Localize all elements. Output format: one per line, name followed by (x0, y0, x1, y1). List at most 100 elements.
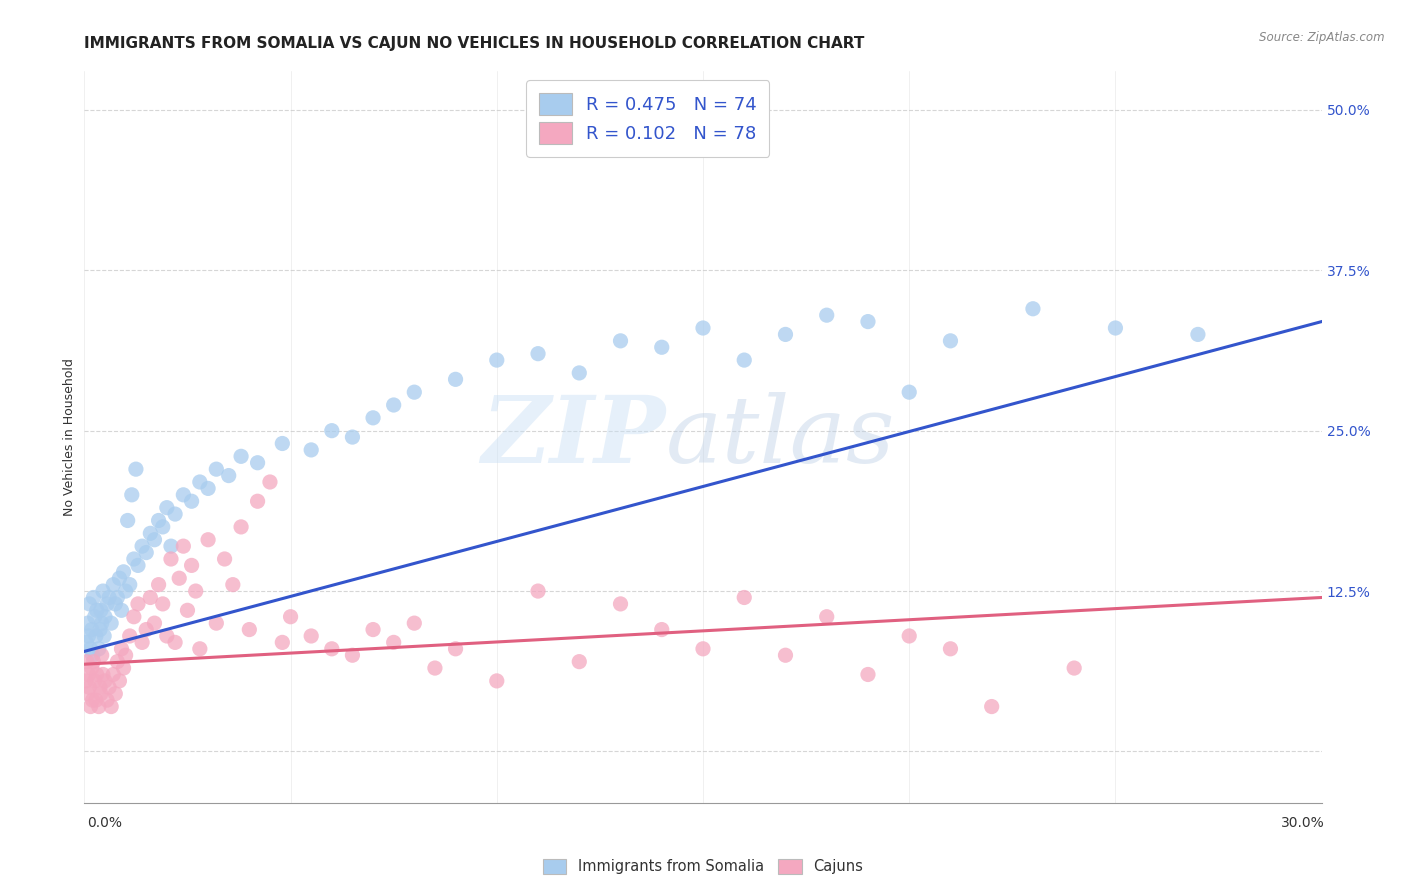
Point (404, 385, 426, 400)
Point (100, 616, 122, 631)
Point (143, 533, 166, 547)
Point (197, 482, 219, 496)
Point (856, 315, 879, 329)
Point (148, 514, 170, 528)
Text: 30.0%: 30.0% (1281, 816, 1324, 830)
Point (222, 577, 245, 591)
Point (87, 641, 110, 656)
Point (485, 673, 508, 688)
Legend: R = 0.475   N = 74, R = 0.102   N = 78: R = 0.475 N = 74, R = 0.102 N = 78 (526, 80, 769, 157)
Point (90, 603, 112, 617)
Point (733, 591, 755, 605)
Y-axis label: No Vehicles in Household: No Vehicles in Household (63, 359, 76, 516)
Point (651, 340, 673, 354)
Point (259, 475, 281, 489)
Point (112, 661, 135, 675)
Point (197, 533, 219, 547)
Point (89, 623, 111, 637)
Point (167, 571, 190, 585)
Point (229, 450, 252, 464)
Point (156, 629, 179, 643)
Point (82, 693, 104, 707)
Point (218, 468, 240, 483)
Text: ZIP: ZIP (482, 392, 666, 482)
Point (139, 526, 162, 541)
Point (76, 655, 98, 669)
Point (172, 539, 194, 553)
Point (1063, 661, 1085, 675)
Point (246, 456, 269, 470)
Point (75, 635, 97, 649)
Point (131, 635, 153, 649)
Point (125, 462, 148, 476)
Point (1022, 301, 1045, 316)
Text: IMMIGRANTS FROM SOMALIA VS CAJUN NO VEHICLES IN HOUSEHOLD CORRELATION CHART: IMMIGRANTS FROM SOMALIA VS CAJUN NO VEHI… (84, 36, 865, 51)
Point (84, 629, 107, 643)
Point (342, 430, 364, 444)
Point (188, 475, 211, 489)
Point (229, 520, 252, 534)
Point (108, 571, 131, 585)
Point (609, 334, 631, 348)
Point (94, 673, 117, 688)
Point (361, 410, 384, 425)
Point (775, 327, 797, 342)
Point (77, 629, 100, 643)
Point (87, 699, 110, 714)
Point (321, 424, 343, 438)
Point (568, 366, 591, 380)
Point (127, 597, 149, 611)
Point (165, 507, 187, 521)
Point (79, 681, 101, 695)
Point (361, 623, 384, 637)
Point (114, 648, 136, 663)
Point (93, 629, 115, 643)
Point (82, 655, 104, 669)
Point (184, 584, 207, 599)
Point (76, 687, 98, 701)
Point (156, 500, 179, 515)
Point (148, 577, 170, 591)
Point (112, 565, 135, 579)
Point (143, 616, 166, 631)
Point (90, 648, 112, 663)
Point (271, 635, 294, 649)
Point (96, 597, 118, 611)
Point (692, 641, 714, 656)
Point (90, 687, 112, 701)
Point (131, 539, 153, 553)
Point (122, 609, 145, 624)
Point (692, 321, 714, 335)
Point (83, 673, 105, 688)
Point (382, 635, 405, 649)
Point (82, 648, 104, 663)
Point (775, 648, 797, 663)
Point (103, 667, 125, 681)
Point (527, 584, 550, 599)
Point (122, 552, 145, 566)
Point (118, 577, 141, 591)
Point (91, 667, 114, 681)
Point (90, 616, 112, 631)
Point (80, 623, 103, 637)
Point (980, 699, 1002, 714)
Point (1104, 321, 1126, 335)
Point (180, 494, 202, 508)
Point (246, 494, 269, 508)
Text: atlas: atlas (666, 392, 896, 482)
Point (86, 603, 108, 617)
Point (176, 603, 198, 617)
Point (152, 597, 174, 611)
Point (117, 514, 139, 528)
Text: Source: ZipAtlas.com: Source: ZipAtlas.com (1260, 31, 1385, 45)
Point (83, 609, 105, 624)
Point (815, 609, 838, 624)
Point (104, 687, 127, 701)
Point (96, 693, 118, 707)
Point (238, 623, 260, 637)
Point (80, 661, 103, 675)
Point (733, 353, 755, 368)
Point (160, 539, 183, 553)
Point (103, 577, 125, 591)
Point (188, 641, 211, 656)
